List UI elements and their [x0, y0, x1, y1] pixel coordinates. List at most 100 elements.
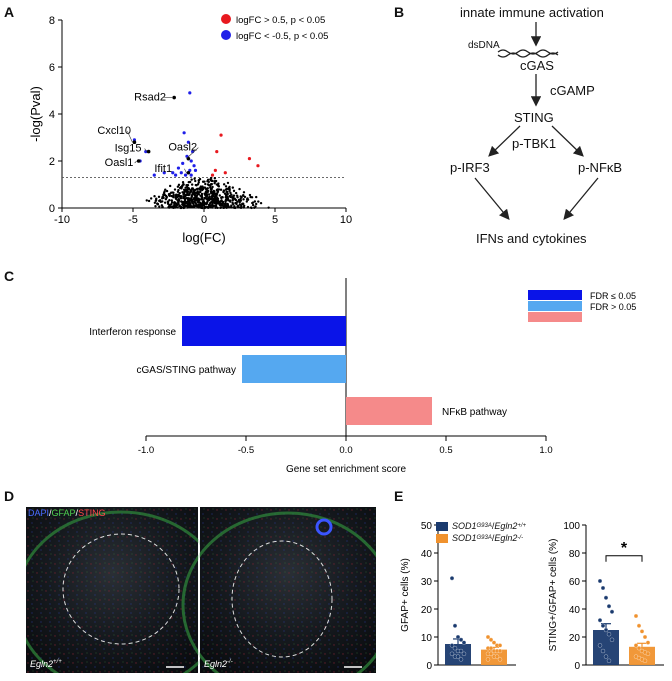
ns-point — [206, 178, 210, 181]
ns-point — [230, 204, 233, 207]
ns-point — [190, 190, 193, 193]
ns-point — [228, 199, 232, 202]
up-point — [256, 164, 260, 168]
ns-point — [213, 201, 217, 204]
bar — [629, 646, 655, 665]
ns-point — [198, 205, 201, 208]
ns-point — [203, 206, 207, 210]
x-tick-label: 0.0 — [339, 445, 352, 456]
data-point — [636, 623, 642, 628]
y-tick-label: 6 — [49, 62, 55, 74]
data-point — [458, 637, 464, 642]
data-point — [497, 657, 503, 662]
ns-point — [249, 206, 253, 209]
ns-point — [209, 188, 213, 191]
ns-point — [195, 187, 199, 191]
ns-point — [191, 200, 195, 204]
data-point — [642, 658, 648, 663]
ns-point — [164, 194, 168, 198]
y-tick-label: 20 — [421, 605, 433, 616]
img1-genotype: Egln2+/+ — [30, 659, 62, 669]
ns-point — [160, 204, 164, 207]
ns-point — [232, 189, 236, 193]
ns-point — [207, 180, 211, 184]
bar-0 — [182, 316, 346, 346]
ns-point — [165, 189, 169, 193]
ns-point — [213, 177, 217, 180]
up-point — [223, 171, 227, 175]
ns-point — [207, 184, 210, 187]
ns-point — [228, 189, 231, 192]
ns-point — [251, 203, 255, 207]
y-axis-label: GFAP+ cells (%) — [400, 558, 411, 632]
y-tick-label: 4 — [49, 109, 55, 121]
data-point — [606, 658, 612, 663]
down-point — [162, 171, 166, 175]
ns-point — [156, 202, 159, 206]
ns-point — [214, 205, 217, 208]
ns-point — [255, 195, 258, 199]
down-point — [174, 173, 178, 177]
x-tick-label: -5 — [128, 214, 138, 226]
ns-point — [208, 203, 211, 207]
ns-point — [216, 197, 220, 201]
ns-point — [238, 187, 241, 191]
irf3-node: p-IRF3 — [450, 160, 490, 175]
image-egln2-ko — [181, 507, 376, 673]
x-axis-label: Gene set enrichment score — [286, 464, 406, 475]
ns-point — [155, 197, 158, 200]
data-point — [639, 629, 645, 634]
ns-point — [185, 193, 188, 197]
ns-point — [184, 200, 187, 204]
ns-point — [229, 195, 232, 198]
img2-genotype: Egln2-/- — [204, 659, 233, 669]
ns-point — [177, 197, 180, 201]
x-tick-label: 10 — [340, 214, 352, 226]
ns-point — [194, 179, 197, 183]
y-tick-label: 0 — [49, 203, 55, 215]
ns-point — [196, 192, 199, 196]
data-point — [609, 609, 615, 614]
down-point — [176, 166, 181, 170]
ns-point — [236, 200, 239, 203]
ns-point — [179, 196, 182, 199]
y-tick-label: 60 — [569, 577, 581, 588]
label-leader — [134, 160, 137, 164]
down-point — [183, 173, 188, 177]
point-label: Ifit1 — [154, 163, 172, 175]
ns-point — [193, 177, 196, 180]
ns-point — [239, 199, 243, 202]
data-point — [452, 623, 458, 628]
ns-point — [209, 197, 212, 200]
y-tick-label: 20 — [569, 633, 581, 644]
bar-label: cGAS/STING pathway — [137, 365, 236, 376]
blood-vessel — [315, 518, 333, 536]
labeled-point — [172, 95, 176, 100]
ns-point — [187, 187, 191, 191]
ns-point — [226, 203, 230, 207]
ns-point — [183, 202, 186, 206]
ns-point — [166, 202, 170, 206]
data-point — [603, 627, 609, 633]
ns-point — [193, 200, 196, 204]
enrichment-bar-chart: -1.0 -0.5 0.0 0.5 1.0 Gene set enrichment sco… — [89, 278, 636, 475]
data-point — [491, 640, 497, 645]
ns-point — [204, 187, 208, 191]
ns-point — [168, 194, 171, 197]
data-point — [645, 640, 651, 645]
ns-point — [200, 187, 203, 190]
bar-1 — [242, 355, 346, 383]
y-tick-label: 80 — [569, 549, 581, 560]
ns-point — [185, 204, 188, 207]
ns-point — [237, 206, 241, 209]
ns-point — [154, 199, 158, 203]
ns-point — [197, 199, 200, 202]
ns-point — [203, 196, 206, 200]
point-label: Oasl1 — [105, 157, 134, 169]
ns-point — [211, 199, 215, 203]
dsdna-helix — [497, 49, 559, 55]
ns-point — [248, 193, 252, 197]
innate-immune-node: innate immune activation — [460, 5, 604, 20]
ns-point — [253, 206, 256, 209]
data-point — [485, 634, 491, 640]
